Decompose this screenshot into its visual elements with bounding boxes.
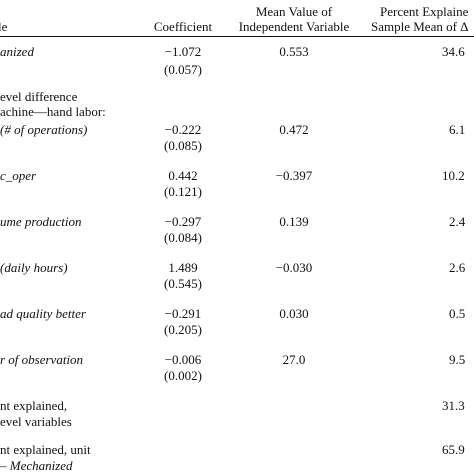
row-percent: 10.2	[442, 168, 465, 183]
header-rule	[0, 36, 474, 37]
summary-label-line2: – Mechanized	[0, 458, 73, 473]
row-std-error: (0.085)	[164, 138, 202, 153]
row-percent: 9.5	[449, 352, 466, 367]
row-std-error: (0.084)	[164, 230, 202, 245]
row-mean: −0.397	[275, 168, 313, 183]
row-std-error: (0.545)	[164, 276, 202, 291]
row-mean: 0.553	[279, 44, 309, 59]
row-label: (daily hours)	[0, 260, 68, 275]
row-label: c_oper	[0, 168, 37, 183]
row-label: anized	[0, 44, 34, 59]
header-mean-line1: Mean Value of	[255, 4, 333, 19]
summary-label-line2: evel variables	[0, 414, 72, 429]
header-coefficient: Coefficient	[153, 19, 213, 34]
row-percent: 2.4	[449, 214, 466, 229]
row-std-error: (0.121)	[164, 184, 202, 199]
summary-percent: 65.9	[442, 442, 465, 457]
row-percent: 0.5	[449, 306, 466, 321]
row-mean: −0.030	[275, 260, 313, 275]
summary-percent: 31.3	[442, 398, 465, 413]
row-std-error: (0.002)	[164, 368, 202, 383]
row-label: r of observation	[0, 352, 84, 367]
row-label: (# of operations)	[0, 122, 88, 137]
header-percent-line1: Percent Explaine	[380, 4, 469, 19]
header-variable: le	[0, 19, 8, 34]
row-mean: 27.0	[282, 352, 306, 367]
summary-label-line1: nt explained, unit	[0, 442, 91, 457]
row-percent: 6.1	[449, 122, 466, 137]
row-coefficient: 0.442	[168, 168, 198, 183]
row-mean: 0.472	[279, 122, 309, 137]
row-coefficient: −1.072	[164, 44, 202, 59]
section-label-line2: achine—hand labor:	[0, 104, 106, 119]
row-percent: 2.6	[449, 260, 466, 275]
row-coefficient: 1.489	[168, 260, 198, 275]
header-percent-line2: Sample Mean of Δ	[371, 19, 469, 34]
row-mean: 0.030	[279, 306, 309, 321]
row-coefficient: −0.297	[164, 214, 202, 229]
row-std-error: (0.205)	[164, 322, 202, 337]
summary-label-line1: nt explained,	[0, 398, 68, 413]
row-mean: 0.139	[279, 214, 309, 229]
row-coefficient: −0.006	[164, 352, 202, 367]
section-label-line1: evel difference	[0, 89, 78, 104]
row-coefficient: −0.222	[164, 122, 202, 137]
header-mean-line2: Independent Variable	[238, 19, 350, 34]
row-std-error: (0.057)	[164, 62, 202, 77]
row-label: ad quality better	[0, 306, 86, 321]
row-percent: 34.6	[442, 44, 465, 59]
row-label: ume production	[0, 214, 82, 229]
row-coefficient: −0.291	[164, 306, 202, 321]
